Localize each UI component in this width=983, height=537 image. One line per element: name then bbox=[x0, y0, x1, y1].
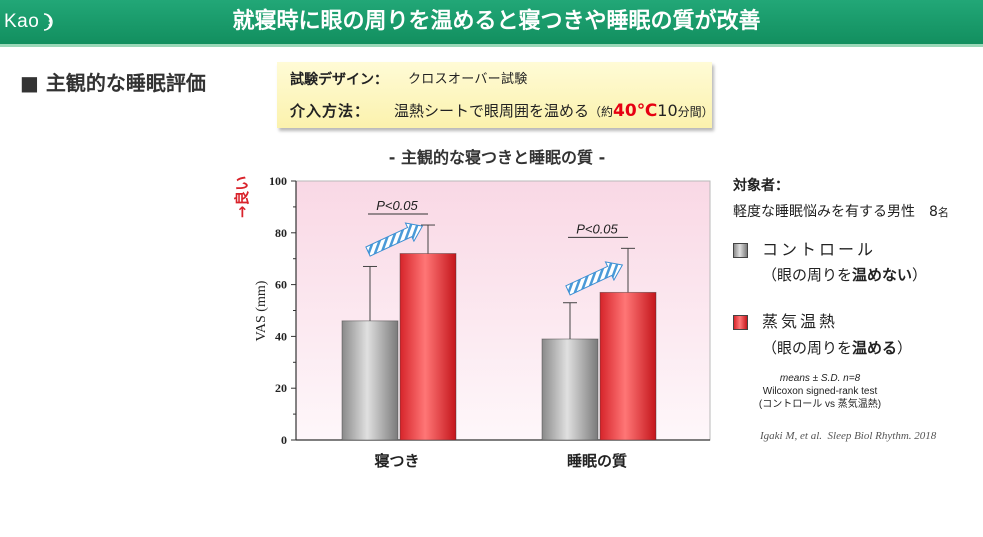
plot-area bbox=[295, 180, 711, 441]
legend-sub-suffix: ） bbox=[912, 266, 928, 284]
method-value: 温熱シートで眼周囲を温める bbox=[394, 102, 590, 120]
header-bar: Kao 就寝時に眼の周りを温めると寝つきや睡眠の質が改善 bbox=[0, 0, 983, 47]
design-label: 試験デザイン： bbox=[290, 72, 388, 88]
y-tick-label: 80 bbox=[275, 226, 287, 240]
y-tick-label: 100 bbox=[269, 174, 287, 188]
method-temperature: 40℃ bbox=[613, 101, 658, 121]
study-design-box: 試験デザイン： クロスオーバー試験 介入方法： 温熱シートで眼周囲を温める（約4… bbox=[277, 62, 714, 128]
legend-sub-prefix: （眼の周りを bbox=[762, 266, 853, 284]
citation-journal: Sleep Biol Rhythm. 2018 bbox=[827, 430, 937, 442]
moon-icon bbox=[44, 13, 53, 31]
category-label: 寝つき bbox=[374, 452, 419, 470]
method-label: 介入方法： bbox=[290, 102, 371, 120]
stats-note: means ± S.D. n=8 bbox=[779, 373, 861, 384]
kao-logo: Kao bbox=[4, 10, 56, 34]
y-axis-label: VAS (mm) bbox=[254, 280, 269, 341]
method-unit: 分間） bbox=[677, 105, 714, 119]
legend-sub-bold: 温めない bbox=[852, 266, 913, 284]
method-value-group: 温熱シートで眼周囲を温める（約40℃10分間） bbox=[394, 100, 714, 123]
subjects-description: 軽度な睡眠悩みを有する男性 8 bbox=[733, 204, 938, 220]
subjects-text: 軽度な睡眠悩みを有する男性 8名 bbox=[733, 203, 949, 222]
legend-swatch-heat bbox=[733, 315, 748, 330]
statistics-notes: means ± S.D. n=8 Wilcoxon signed-rank te… bbox=[735, 372, 905, 411]
method-duration: 10 bbox=[657, 101, 678, 120]
improvement-arrow-shape bbox=[565, 261, 624, 296]
significance-label: P<0.05 bbox=[576, 221, 618, 236]
chart-layer: - 主観的な寝つきと睡眠の質 - 0 20 40 60 80 100 VAS (mm) →良い寝… bbox=[233, 148, 711, 470]
legend-sub-bold: 温める bbox=[852, 339, 898, 357]
improvement-arrow bbox=[565, 261, 624, 296]
legend-label-control: コントロール bbox=[762, 240, 877, 259]
comparison-note: (コントロール vs 蒸気温熱) bbox=[758, 399, 882, 410]
subjects-label: 対象者： bbox=[733, 178, 789, 194]
method-paren-open: （約 bbox=[589, 105, 614, 119]
y-tick-label: 40 bbox=[275, 329, 287, 343]
significance-label: P<0.05 bbox=[376, 198, 418, 213]
y-tick-label: 20 bbox=[275, 381, 287, 395]
improvement-arrow bbox=[365, 222, 424, 257]
logo-text: Kao bbox=[4, 11, 40, 32]
legend-label-heat: 蒸気温熱 bbox=[762, 312, 839, 331]
slide-title: 就寝時に眼の周りを温めると寝つきや睡眠の質が改善 bbox=[232, 9, 761, 34]
bar-s1-c0 bbox=[399, 253, 457, 441]
design-value: クロスオーバー試験 bbox=[408, 72, 528, 87]
bar-s1-c1 bbox=[599, 291, 657, 441]
bar-s0-c0 bbox=[341, 320, 399, 441]
legend-sub-heat: （眼の周りを温める） bbox=[762, 338, 912, 358]
bar-s0-c1 bbox=[541, 338, 599, 441]
legend-sub-suffix: ） bbox=[897, 339, 913, 357]
legend-sub-control: （眼の周りを温めない） bbox=[762, 265, 927, 285]
category-label: 睡眠の質 bbox=[567, 452, 627, 470]
y-direction-label: →良い bbox=[233, 176, 251, 219]
legend-swatch-control bbox=[733, 243, 748, 258]
test-note: Wilcoxon signed-rank test bbox=[762, 386, 878, 397]
legend-sub-prefix: （眼の周りを bbox=[762, 339, 853, 357]
y-tick-label: 0 bbox=[281, 433, 287, 447]
citation-authors: Igaki M, et al. bbox=[760, 430, 823, 442]
section-heading: ■ 主観的な睡眠評価 bbox=[20, 71, 206, 95]
citation: Igaki M, et al. Sleep Biol Rhythm. 2018 bbox=[760, 428, 936, 444]
chart-title: - 主観的な寝つきと睡眠の質 - bbox=[389, 148, 605, 167]
subjects-unit: 名 bbox=[937, 206, 949, 219]
y-tick-label: 60 bbox=[275, 278, 287, 292]
improvement-arrow-shape bbox=[365, 222, 424, 257]
